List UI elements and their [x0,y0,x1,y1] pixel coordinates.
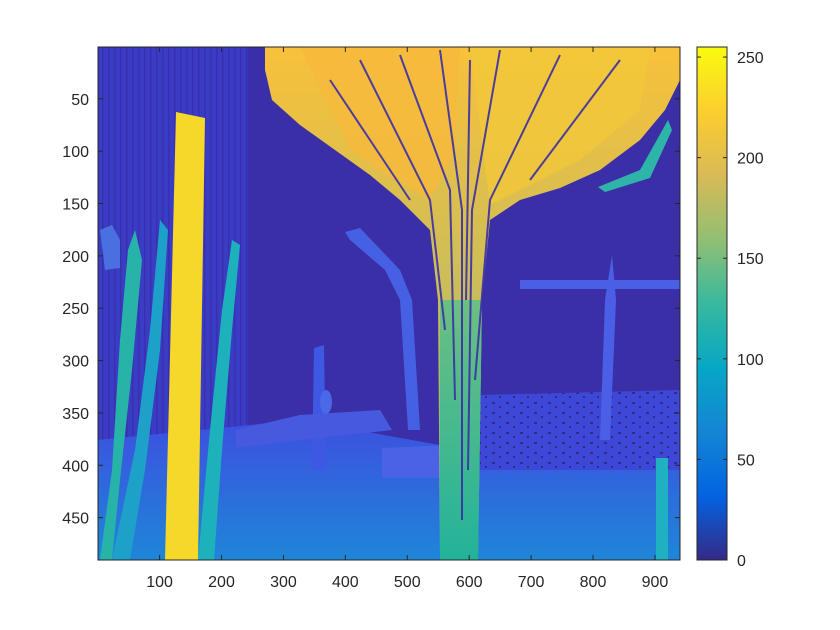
y-tick-label: 300 [62,354,89,371]
x-tick-label: 500 [394,574,421,591]
y-axis-ticks: 50 100 150 200 250 300 350 400 450 [62,92,680,528]
x-tick-label: 700 [518,574,545,591]
canopy-right-tip [598,120,672,192]
bench-region [236,410,392,448]
x-tick-label: 800 [580,574,607,591]
colorbar-tick-label: 200 [737,151,764,168]
x-tick-label: 200 [208,574,235,591]
left-object-region [100,225,120,270]
ground-far-speckles [480,390,680,470]
y-tick-label: 350 [62,406,89,423]
canopy-top-highlight-2 [470,47,650,205]
left-leaf-region-2 [112,220,168,560]
colorbar-ticks: 0 50 100 150 200 250 [697,50,764,570]
x-tick-label: 600 [456,574,483,591]
colorbar [697,47,727,560]
post-region [312,345,326,470]
left-leaf-region [100,230,142,560]
heatmap-image [98,47,680,560]
crossbar-region [520,280,680,289]
axes-frame [97,46,681,561]
y-tick-label: 50 [71,92,89,109]
low-object-region [382,445,450,478]
colorbar-frame [696,46,728,561]
x-axis-ticks: 100 200 300 400 500 600 700 800 900 [146,47,668,591]
y-tick-label: 100 [62,144,89,161]
x-tick-label: 300 [270,574,297,591]
x-tick-label: 400 [332,574,359,591]
colorbar-tick-label: 50 [737,452,755,469]
right-post-region [656,458,668,560]
y-tick-label: 150 [62,197,89,214]
x-tick-label: 100 [146,574,173,591]
left-leaf-region-3 [198,240,240,560]
sign-region [320,390,332,414]
tall-pole-region [165,112,205,560]
y-tick-label: 450 [62,511,89,528]
ground-foreground-region [98,420,680,560]
canopy-gaps [329,49,621,520]
cross-post-region [600,255,616,440]
colorbar-tick-label: 0 [737,553,746,570]
x-tick-label: 900 [642,574,669,591]
canopy-top-highlight [300,47,460,200]
y-tick-label: 400 [62,458,89,475]
y-tick-label: 250 [62,301,89,318]
colorbar-tick-label: 100 [737,352,764,369]
colorbar-tick-label: 250 [737,50,764,67]
y-tick-label: 200 [62,249,89,266]
street-lamp-region [345,228,420,430]
colorbar-tick-label: 150 [737,251,764,268]
